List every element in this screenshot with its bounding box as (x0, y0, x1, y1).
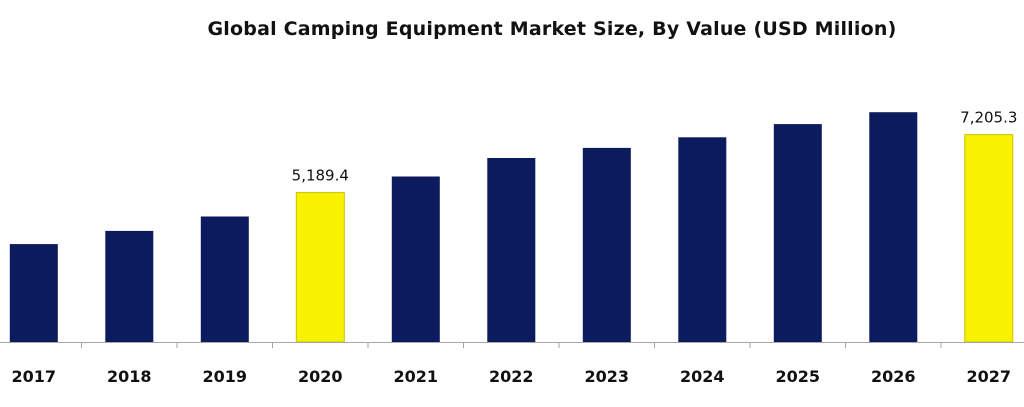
bar-2018 (105, 230, 154, 342)
x-tick-label-2017: 2017 (12, 367, 57, 386)
bar-2022 (487, 158, 536, 342)
bar-2021 (391, 176, 440, 342)
x-tick-label-2025: 2025 (776, 367, 821, 386)
bar-2024 (678, 137, 727, 342)
bar-2019 (200, 216, 249, 342)
x-tick-label-2020: 2020 (298, 367, 343, 386)
chart-title: Global Camping Equipment Market Size, By… (207, 18, 897, 40)
x-tick-label-2026: 2026 (871, 367, 916, 386)
x-ticks-layer (81, 342, 942, 348)
bar-2026 (869, 112, 918, 342)
data-label-2020: 5,189.4 (292, 167, 349, 185)
bars-layer (9, 112, 1014, 343)
data-label-2027: 7,205.3 (960, 109, 1017, 127)
bar-2023 (582, 147, 631, 342)
x-tick-label-2018: 2018 (107, 367, 152, 386)
x-tick-label-2019: 2019 (203, 367, 248, 386)
x-tick-label-2022: 2022 (489, 367, 534, 386)
labels-layer: 2017 2018 2019 2020 5,189.4 2021 2022 2023 2024 2… (12, 109, 1018, 386)
x-tick-label-2027: 2027 (967, 367, 1012, 386)
bar-2017 (9, 244, 58, 342)
x-tick-label-2024: 2024 (680, 367, 725, 386)
bar-2020 (295, 192, 345, 343)
bar-2027 (964, 134, 1014, 343)
bar-2025 (773, 124, 822, 342)
x-tick-label-2021: 2021 (394, 367, 439, 386)
x-tick-label-2023: 2023 (585, 367, 630, 386)
